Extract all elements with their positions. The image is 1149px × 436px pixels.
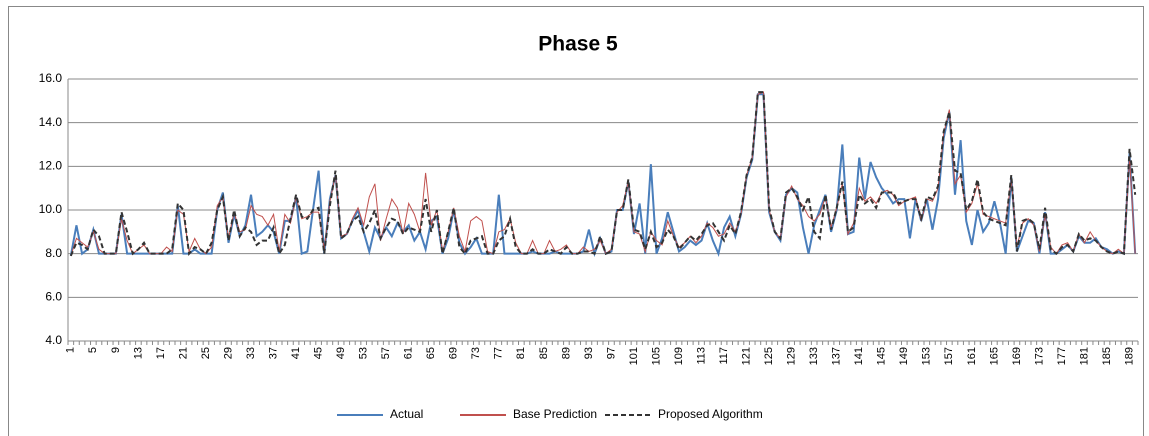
x-tick-label: 189 (1123, 347, 1135, 365)
x-tick-label: 1 (65, 347, 77, 353)
x-tick-label: 105 (650, 347, 662, 365)
y-tick-label: 8.0 (45, 246, 62, 260)
x-tick-label: 121 (741, 347, 753, 365)
x-tick-label: 109 (673, 347, 685, 365)
chart-title: Phase 5 (538, 33, 618, 56)
series-line (69, 91, 1137, 257)
x-tick-label: 165 (988, 347, 1000, 365)
x-tick-label: 133 (808, 347, 820, 365)
legend-label: Proposed Algorithm (658, 407, 763, 421)
x-tick-label: 89 (560, 347, 572, 359)
x-tick-label: 97 (605, 347, 617, 359)
x-tick-label: 145 (876, 347, 888, 365)
x-tick-label: 9 (110, 347, 122, 353)
x-tick-label: 157 (943, 347, 955, 365)
x-tick-label: 33 (245, 347, 257, 359)
y-tick-label: 6.0 (45, 290, 62, 304)
y-tick-label: 16.0 (39, 71, 63, 85)
x-tick-label: 117 (718, 347, 730, 365)
x-tick-label: 57 (380, 347, 392, 359)
x-tick-label: 45 (313, 347, 325, 359)
x-tick-label: 5 (87, 347, 99, 353)
y-tick-label: 4.0 (45, 333, 62, 347)
x-tick-label: 125 (763, 347, 775, 365)
x-tick-label: 149 (898, 347, 910, 365)
x-tick-label: 173 (1033, 347, 1045, 365)
y-tick-label: 12.0 (39, 159, 63, 173)
x-tick-label: 93 (583, 347, 595, 359)
x-tick-label: 181 (1078, 347, 1090, 365)
y-tick-label: 14.0 (39, 115, 63, 129)
x-tick-label: 53 (358, 347, 370, 359)
x-tick-label: 41 (290, 347, 302, 359)
x-tick-label: 185 (1101, 347, 1113, 365)
x-tick-label: 141 (853, 347, 865, 365)
x-tick-label: 169 (1011, 347, 1023, 365)
x-tick-label: 85 (538, 347, 550, 359)
x-tick-label: 25 (200, 347, 212, 359)
x-tick-label: 137 (831, 347, 843, 365)
x-tick-label: 29 (222, 347, 234, 359)
legend-label: Actual (390, 407, 423, 421)
legend-label: Base Prediction (513, 407, 597, 421)
x-tick-label: 13 (132, 347, 144, 359)
x-tick-label: 65 (425, 347, 437, 359)
x-tick-label: 161 (966, 347, 978, 365)
x-tick-label: 153 (921, 347, 933, 365)
x-tick-label: 21 (177, 347, 189, 359)
x-tick-label: 81 (515, 347, 527, 359)
x-tick-label: 101 (628, 347, 640, 365)
x-tick-label: 113 (695, 347, 707, 365)
x-tick-label: 73 (470, 347, 482, 359)
x-tick-label: 17 (155, 347, 167, 359)
x-tick-label: 37 (267, 347, 279, 359)
x-tick-label: 49 (335, 347, 347, 359)
x-tick-label: 69 (448, 347, 460, 359)
x-tick-label: 177 (1056, 347, 1068, 365)
x-tick-label: 61 (403, 347, 415, 359)
chart-frame (8, 6, 1144, 436)
x-tick-label: 77 (493, 347, 505, 359)
y-tick-label: 10.0 (39, 202, 63, 216)
x-tick-label: 129 (786, 347, 798, 365)
